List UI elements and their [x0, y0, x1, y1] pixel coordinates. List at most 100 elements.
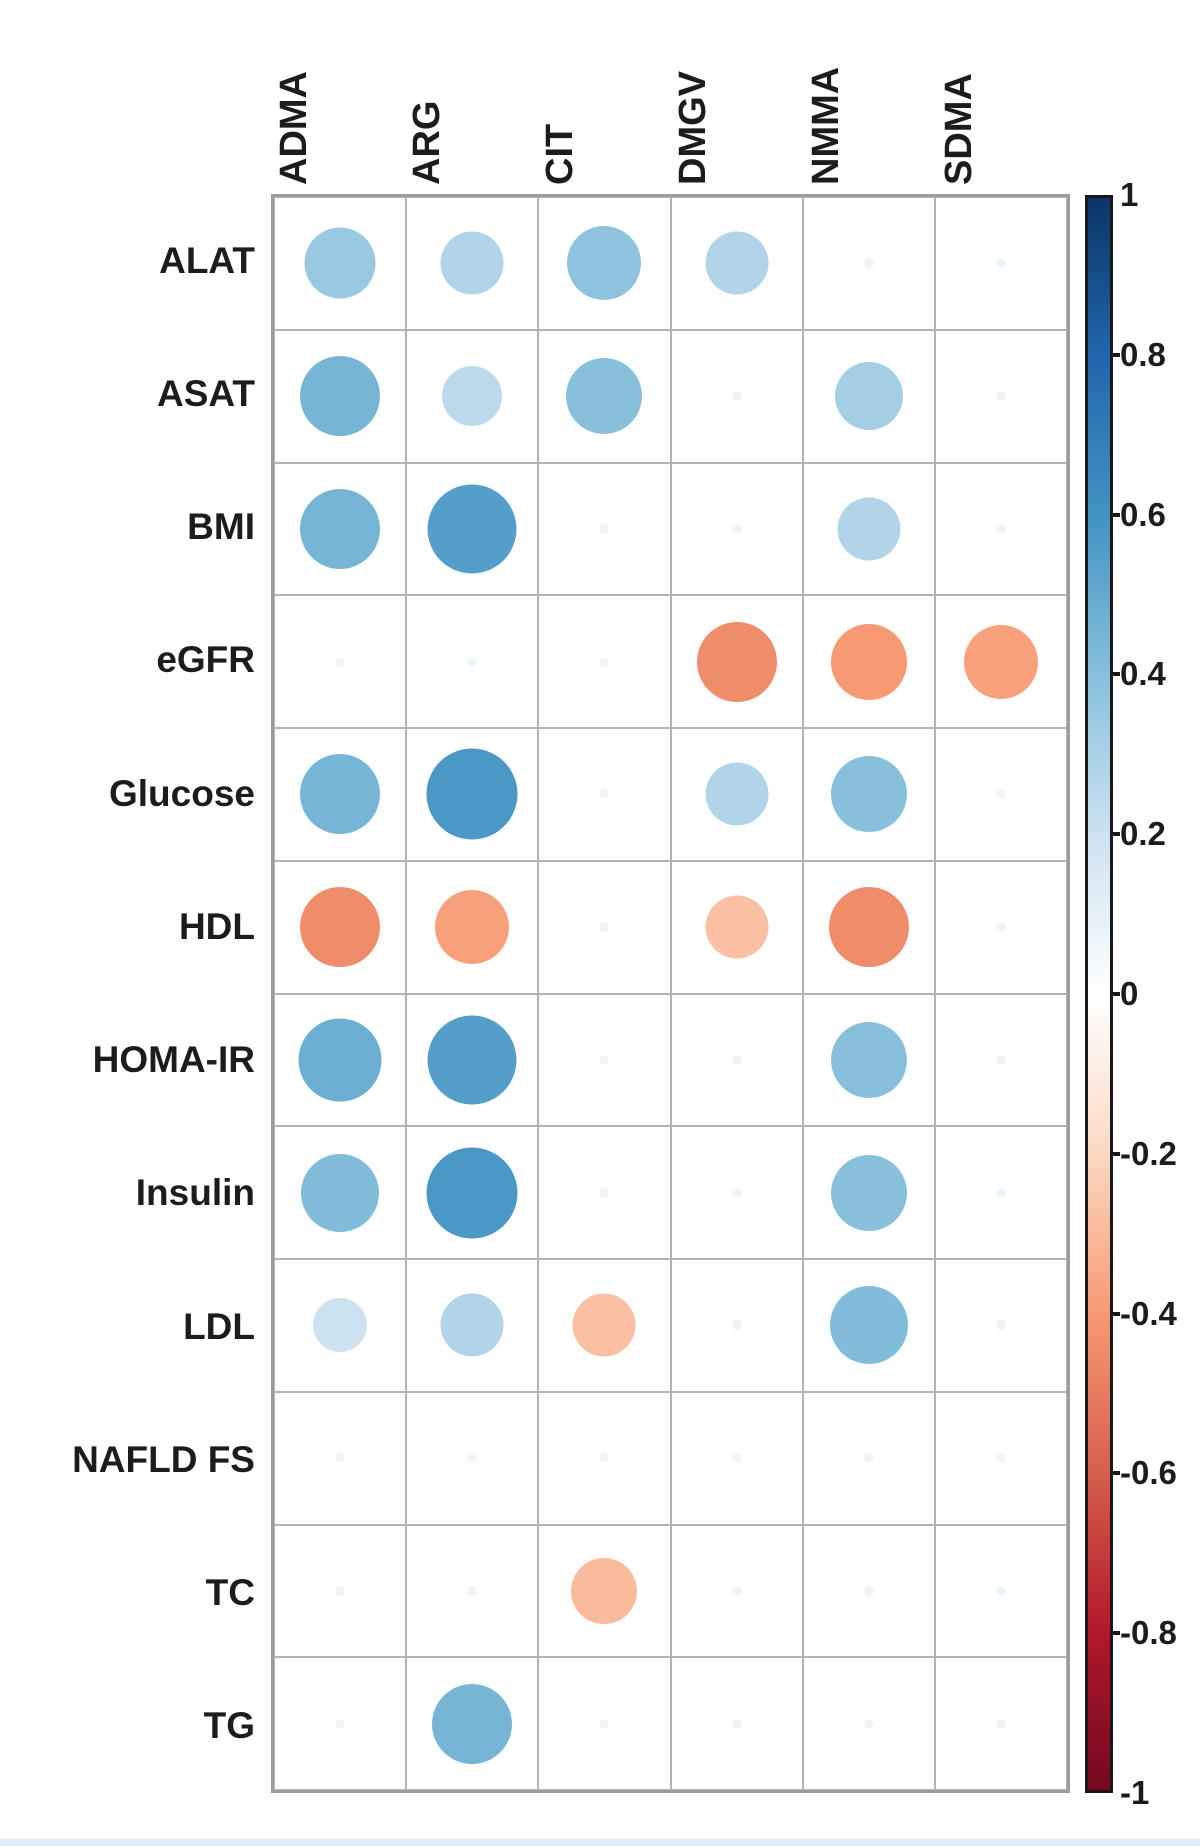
cell-TC-DMGV	[670, 1524, 803, 1658]
row-label-NAFLD-FS: NAFLD FS	[72, 1438, 255, 1480]
row-label-HDL: HDL	[178, 905, 255, 947]
cell-Glucose-DMGV	[670, 728, 803, 861]
matrix-grid	[271, 194, 1070, 1793]
colorbar-tick-label: 1	[1120, 176, 1139, 213]
cell-HOMA-IR-ARG	[406, 993, 539, 1127]
cell-eGFR-ARG	[406, 595, 539, 728]
colorbar-tick-label: -0.8	[1120, 1614, 1177, 1652]
colorbar	[1085, 195, 1113, 1793]
cell-LDL-CIT	[538, 1259, 671, 1392]
cell-TC-CIT	[538, 1524, 671, 1658]
cell-ALAT-CIT	[538, 197, 671, 330]
column-label-ADMA: ADMA	[272, 71, 315, 185]
cell-HDL-SDMA	[934, 860, 1067, 994]
column-label-NMMA: NMMA	[805, 66, 848, 185]
cell-TC-ARG	[406, 1524, 539, 1658]
cell-HOMA-IR-CIT	[538, 993, 671, 1127]
cell-LDL-ARG	[406, 1259, 539, 1392]
colorbar-tick-mark	[1113, 1631, 1120, 1636]
correlation-dot	[830, 623, 907, 700]
correlation-dot	[599, 1054, 610, 1065]
correlation-dot	[995, 1320, 1006, 1331]
colorbar-tick-mark	[1113, 1471, 1120, 1476]
row-label-Insulin: Insulin	[135, 1172, 255, 1214]
cell-eGFR-NMMA	[802, 595, 935, 728]
correlation-dot	[995, 1585, 1006, 1596]
cell-Insulin-DMGV	[670, 1126, 803, 1259]
correlation-dot	[427, 484, 517, 574]
correlation-dot	[731, 1585, 742, 1596]
correlation-dot	[301, 1153, 380, 1232]
correlation-dot	[599, 1187, 610, 1198]
row-label-BMI: BMI	[187, 506, 255, 548]
correlation-dot	[963, 624, 1038, 699]
column-label-DMGV: DMGV	[672, 71, 715, 185]
cell-LDL-DMGV	[670, 1259, 803, 1392]
correlation-dot	[467, 656, 478, 667]
cell-Insulin-ARG	[406, 1126, 539, 1259]
correlation-dot	[863, 258, 874, 269]
correlation-dot	[995, 391, 1006, 402]
cell-TG-DMGV	[670, 1657, 803, 1790]
cell-Glucose-SDMA	[934, 728, 1067, 861]
colorbar-tick-mark	[1113, 992, 1120, 996]
cell-ALAT-NMMA	[802, 197, 935, 330]
cell-NAFLD-FS-NMMA	[802, 1391, 935, 1525]
correlation-dot	[731, 1320, 742, 1331]
correlation-dot	[440, 1293, 504, 1357]
colorbar-tick-label: -0.6	[1120, 1454, 1177, 1492]
colorbar-tick-mark	[1113, 1151, 1120, 1156]
correlation-dot	[313, 1298, 368, 1353]
row-label-TC: TC	[205, 1572, 255, 1614]
colorbar-tick-mark	[1113, 352, 1120, 357]
row-label-Glucose: Glucose	[109, 772, 255, 814]
correlation-dot	[467, 1585, 478, 1596]
correlation-dot	[830, 1154, 907, 1231]
correlation-dot	[599, 523, 610, 534]
cell-ASAT-DMGV	[670, 329, 803, 463]
correlation-dot	[599, 922, 610, 933]
correlation-dot	[995, 1718, 1006, 1729]
cell-TC-ADMA	[274, 1524, 407, 1658]
correlation-dot	[599, 656, 610, 667]
correlation-dot	[828, 887, 909, 968]
correlation-dot	[467, 1453, 478, 1464]
cell-ALAT-DMGV	[670, 197, 803, 330]
correlation-dot	[731, 1718, 742, 1729]
colorbar-tick-label: -0.2	[1120, 1134, 1177, 1172]
correlation-dot	[442, 366, 503, 427]
cell-Insulin-ADMA	[274, 1126, 407, 1259]
correlation-dot	[426, 748, 518, 840]
correlation-dot	[829, 1286, 908, 1365]
correlation-dot	[995, 1187, 1006, 1198]
correlation-dot	[863, 1453, 874, 1464]
cell-TG-NMMA	[802, 1657, 935, 1790]
row-label-eGFR: eGFR	[156, 639, 255, 681]
cell-Insulin-NMMA	[802, 1126, 935, 1259]
cell-TG-CIT	[538, 1657, 671, 1790]
cell-HDL-DMGV	[670, 860, 803, 994]
cell-BMI-SDMA	[934, 462, 1067, 596]
correlation-dot	[599, 1453, 610, 1464]
correlation-dot	[300, 754, 381, 835]
correlation-dot	[599, 789, 610, 800]
correlation-dot	[335, 1585, 346, 1596]
column-label-SDMA: SDMA	[938, 73, 981, 185]
cell-HDL-ADMA	[274, 860, 407, 994]
column-label-ARG: ARG	[405, 100, 448, 185]
cell-NAFLD-FS-DMGV	[670, 1391, 803, 1525]
correlation-dot	[427, 1015, 517, 1105]
cell-BMI-CIT	[538, 462, 671, 596]
correlation-dot	[567, 226, 642, 301]
cell-Insulin-CIT	[538, 1126, 671, 1259]
correlation-dot	[705, 895, 769, 959]
correlation-dot	[705, 762, 769, 826]
cell-ALAT-ARG	[406, 197, 539, 330]
cell-BMI-NMMA	[802, 462, 935, 596]
cell-eGFR-SDMA	[934, 595, 1067, 728]
correlation-dot	[571, 1557, 638, 1624]
correlation-dot	[432, 1683, 513, 1764]
cell-HOMA-IR-DMGV	[670, 993, 803, 1127]
row-label-HOMA-IR: HOMA-IR	[92, 1039, 255, 1081]
